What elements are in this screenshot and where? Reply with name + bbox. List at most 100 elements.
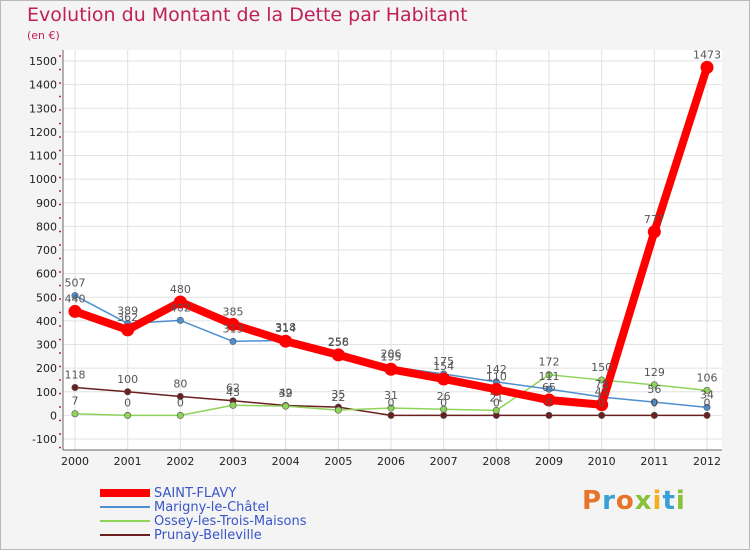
data-point <box>387 404 395 412</box>
data-point <box>542 393 556 407</box>
data-label: 0 <box>493 396 500 409</box>
data-label: 150 <box>591 361 612 374</box>
data-point <box>226 317 240 331</box>
data-label: 35 <box>331 388 345 401</box>
data-point <box>647 225 661 239</box>
data-label: 195 <box>381 350 402 363</box>
data-point <box>71 292 79 300</box>
data-label: 129 <box>644 366 665 379</box>
y-tick-label: 800 <box>36 220 57 233</box>
data-point <box>387 411 395 419</box>
data-point <box>650 381 658 389</box>
data-label: 0 <box>651 396 658 409</box>
data-label: 507 <box>65 277 86 290</box>
data-label: 111 <box>539 370 560 383</box>
data-label: 22 <box>331 391 345 404</box>
data-label: 0 <box>598 396 605 409</box>
data-label: 100 <box>117 373 138 386</box>
data-label: 65 <box>542 381 556 394</box>
logo-letter: P <box>582 486 603 516</box>
data-point <box>334 406 342 414</box>
data-label: 80 <box>173 377 187 390</box>
data-point <box>595 398 609 412</box>
x-tick-label: 2001 <box>114 455 142 468</box>
legend-item-saint-flavy: SAINT-FLAVY <box>100 485 237 501</box>
y-tick-label: 200 <box>36 362 57 375</box>
data-label: 45 <box>595 386 609 399</box>
data-point <box>440 411 448 419</box>
logo-letter: i <box>652 486 663 516</box>
data-label: 318 <box>275 321 296 334</box>
data-point <box>279 334 293 348</box>
data-label: 256 <box>328 336 349 349</box>
data-point <box>703 411 711 419</box>
x-tick-label: 2003 <box>219 455 247 468</box>
data-point <box>124 388 132 396</box>
data-point <box>71 383 79 391</box>
y-tick-label: 500 <box>36 291 57 304</box>
x-tick-label: 2004 <box>272 455 300 468</box>
y-tick-label: 700 <box>36 244 57 257</box>
data-point <box>492 406 500 414</box>
y-tick-label: 300 <box>36 339 57 352</box>
data-point <box>173 295 187 309</box>
data-label: 39 <box>279 387 293 400</box>
legend-swatch <box>100 489 150 497</box>
data-label: 362 <box>117 311 138 324</box>
data-label: 402 <box>170 301 191 314</box>
data-point <box>282 402 290 410</box>
data-point <box>176 316 184 324</box>
data-point <box>598 376 606 384</box>
logo-letter: o <box>615 486 635 516</box>
data-point <box>229 401 237 409</box>
y-tick-label: 900 <box>36 197 57 210</box>
data-point <box>650 398 658 406</box>
data-label: 172 <box>539 356 560 369</box>
data-point <box>545 411 553 419</box>
y-tick-label: -100 <box>32 433 57 446</box>
data-label: 78 <box>595 378 609 391</box>
data-label: 21 <box>489 391 503 404</box>
data-label: 175 <box>433 355 454 368</box>
logo-letter: x <box>634 486 653 516</box>
data-label: 26 <box>437 390 451 403</box>
data-point <box>176 392 184 400</box>
data-point <box>437 372 451 386</box>
x-tick-label: 2005 <box>324 455 352 468</box>
data-label: 7 <box>72 395 79 408</box>
data-label: 34 <box>700 388 714 401</box>
data-label: 389 <box>117 304 138 317</box>
data-point <box>176 411 184 419</box>
data-point <box>545 385 553 393</box>
data-label: 440 <box>65 292 86 305</box>
x-tick-label: 2006 <box>377 455 405 468</box>
legend-swatch <box>100 520 150 522</box>
logo-letter: i <box>675 486 686 516</box>
legend-item-ossey: Ossey-les-Trois-Maisons <box>100 514 306 529</box>
data-label: 106 <box>697 371 718 384</box>
data-point <box>545 371 553 379</box>
data-point <box>703 386 711 394</box>
data-label: 118 <box>65 368 86 381</box>
chart-title: Evolution du Montant de la Dette par Hab… <box>27 4 468 26</box>
x-tick-label: 2008 <box>482 455 510 468</box>
x-tick-label: 2011 <box>640 455 668 468</box>
data-point <box>650 411 658 419</box>
data-label: 0 <box>546 396 553 409</box>
legend-label: SAINT-FLAVY <box>154 485 237 501</box>
data-label: 110 <box>486 370 507 383</box>
legend-item-marigny: Marigny-le-Châtel <box>100 500 269 515</box>
data-label: 206 <box>381 348 402 361</box>
legend-swatch <box>100 534 150 536</box>
data-label: 313 <box>223 322 244 335</box>
logo-letter: t <box>662 486 676 516</box>
data-label: 0 <box>440 396 447 409</box>
data-point <box>598 411 606 419</box>
data-label: 480 <box>170 283 191 296</box>
y-tick-label: 0 <box>50 409 57 422</box>
x-tick-label: 2010 <box>588 455 616 468</box>
data-point <box>229 337 237 345</box>
data-label: 314 <box>275 322 296 335</box>
proxiti-logo: Proxiti <box>582 486 686 516</box>
data-point <box>331 348 345 362</box>
